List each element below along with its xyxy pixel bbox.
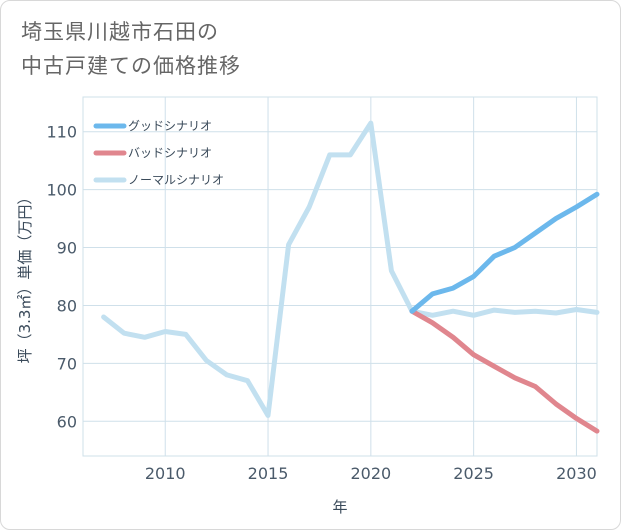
grid-lines (82, 96, 598, 457)
x-tick-label: 2010 (145, 464, 186, 483)
y-tick-label: 100 (46, 181, 77, 200)
x-tick-label: 2025 (453, 464, 494, 483)
x-tick-labels: 2010 2015 2020 2025 2030 (145, 464, 597, 483)
chart-title: 埼玉県川越市石田の 中古戸建ての価格推移 (21, 20, 241, 78)
y-tick-label: 70 (57, 354, 77, 373)
series-line-0 (409, 191, 600, 314)
y-tick-label: 110 (46, 123, 77, 142)
x-axis-label: 年 (332, 498, 347, 516)
legend-label: グッドシナリオ (128, 119, 212, 133)
legend-label: バッドシナリオ (128, 146, 212, 160)
y-tick-labels: 60 70 80 90 100 110 (46, 123, 77, 432)
y-tick-label: 80 (57, 296, 77, 315)
y-tick-label: 90 (57, 239, 77, 258)
series-line-2 (101, 120, 600, 418)
x-tick-label: 2020 (350, 464, 391, 483)
series-line-1 (409, 308, 600, 434)
y-tick-label: 60 (57, 412, 77, 431)
y-axis-label: 坪（3.3㎡）単価（万円） (16, 190, 34, 364)
x-tick-label: 2015 (248, 464, 289, 483)
x-tick-label: 2030 (556, 464, 597, 483)
series-lines (101, 120, 600, 434)
plot-frame (82, 96, 598, 457)
legend-label: ノーマルシナリオ (128, 173, 224, 187)
